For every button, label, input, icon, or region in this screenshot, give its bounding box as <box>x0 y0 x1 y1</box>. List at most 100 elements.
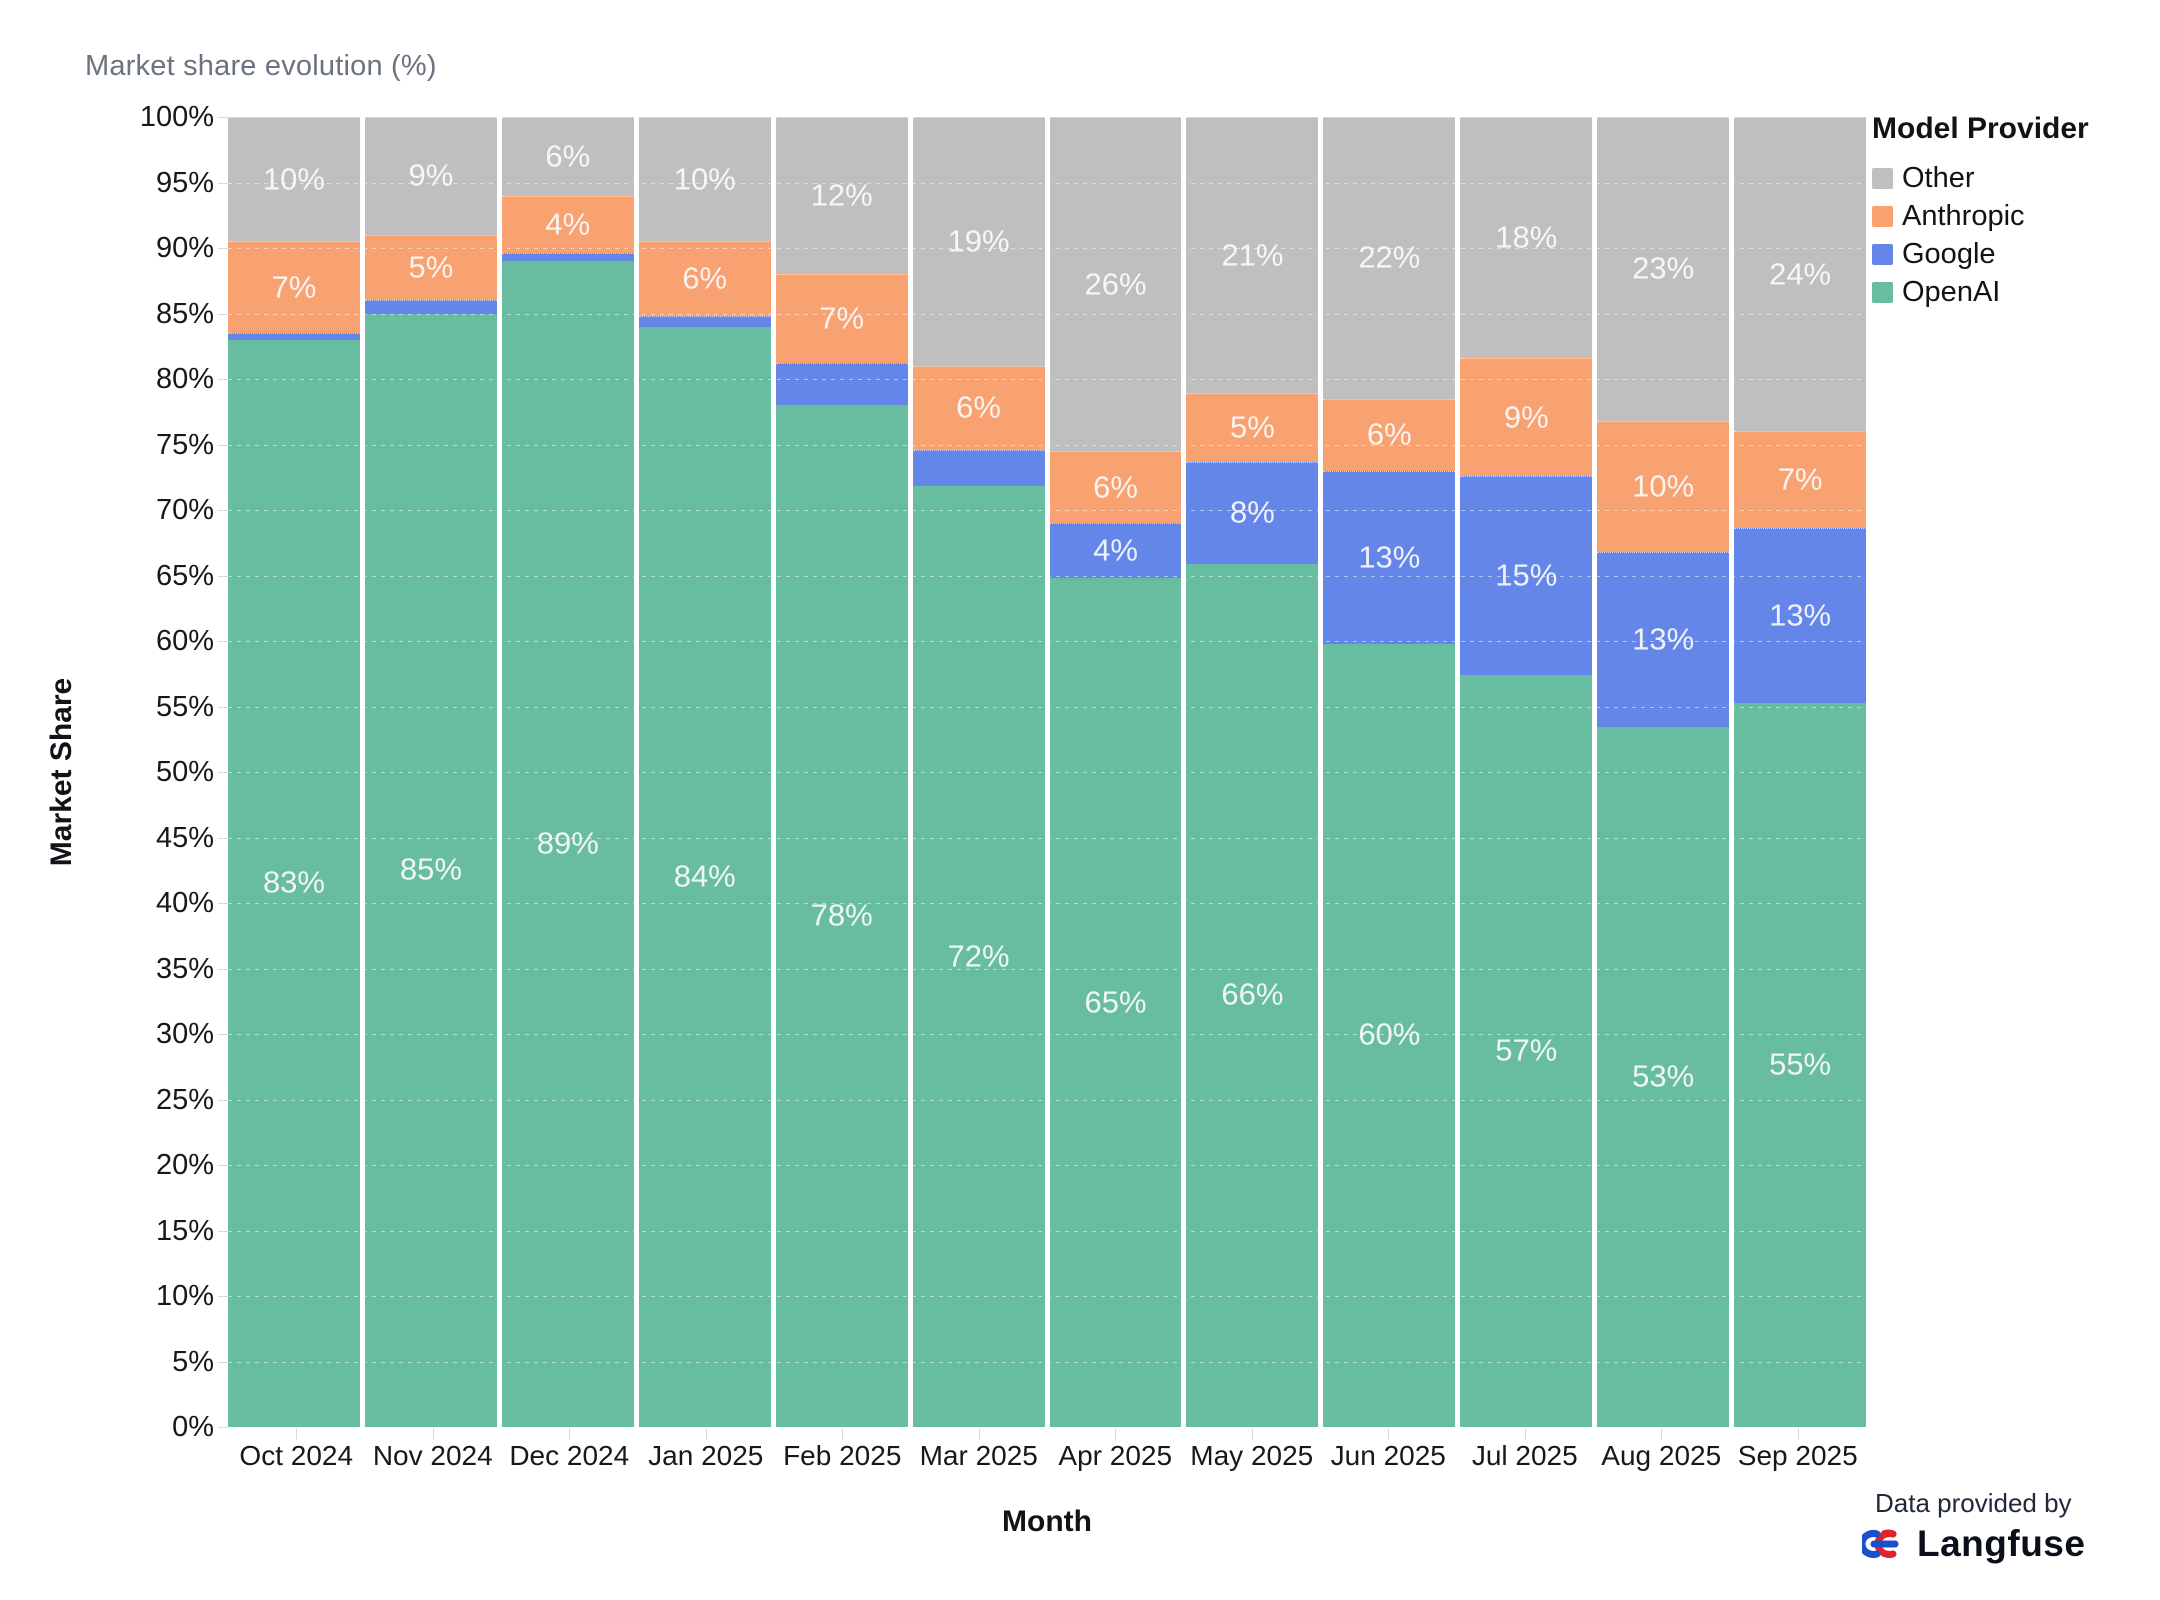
bar-segment-anthropic[interactable]: 5% <box>364 234 497 301</box>
bar-segment-openai[interactable]: 89% <box>501 261 634 1427</box>
bar-segment-anthropic[interactable]: 4% <box>501 195 634 254</box>
y-tick-mark <box>218 510 228 511</box>
x-tick-mark <box>1115 1428 1117 1440</box>
bar-segment-google[interactable]: 13% <box>1323 470 1456 644</box>
bar-segment-value-label: 6% <box>956 389 1001 425</box>
bar-segment-value-label: 10% <box>262 161 325 197</box>
bar-mar-2025: 72% 6% 19% <box>912 117 1045 1427</box>
bar-segment-value-label: 13% <box>1632 621 1695 657</box>
x-tick-label: May 2025 <box>1190 1440 1314 1471</box>
bar-segment-value-label: 13% <box>1769 597 1832 633</box>
attribution-brand: Langfuse <box>1917 1523 2086 1564</box>
y-tick-mark <box>218 1099 228 1101</box>
bar-segment-other[interactable]: 10% <box>638 117 771 242</box>
legend-item-other[interactable]: Other <box>1872 164 2152 193</box>
x-tick-label: Oct 2024 <box>239 1440 354 1471</box>
bar-segment-google[interactable] <box>228 333 360 340</box>
y-tick-label: 25% <box>155 1083 214 1116</box>
bar-segment-google[interactable]: 13% <box>1597 551 1730 728</box>
y-tick-label: 75% <box>155 428 214 461</box>
bar-segment-openai[interactable]: 65% <box>1049 578 1182 1427</box>
bar-segment-google[interactable]: 15% <box>1460 475 1593 676</box>
bar-segment-value-label: 7% <box>1777 461 1823 497</box>
bar-sep-2025: 55% 13% 7% 24% <box>1734 117 1867 1427</box>
bar-segment-openai[interactable]: 60% <box>1323 643 1456 1427</box>
bar-segment-other[interactable]: 9% <box>364 117 497 235</box>
y-tick-mark <box>218 575 228 577</box>
bar-segment-value-label: 6% <box>682 260 728 296</box>
bar-segment-other[interactable]: 18% <box>1460 117 1593 359</box>
bar-segment-google[interactable]: 13% <box>1734 528 1867 703</box>
bar-segment-anthropic[interactable]: 7% <box>228 241 360 334</box>
bars-container: 83% 7% 10% 85% 5% 9% 89% 4% 6% 84% 6% 10% 78% 7% 12% 72… <box>228 117 1867 1427</box>
y-tick-mark <box>218 641 228 642</box>
bar-segment-google[interactable] <box>364 300 497 314</box>
x-tick-label: Jan 2025 <box>648 1440 764 1471</box>
bar-segment-google[interactable] <box>638 316 771 327</box>
bar-segment-other[interactable]: 21% <box>1186 117 1319 394</box>
bar-segment-openai[interactable]: 66% <box>1186 563 1319 1427</box>
bar-segment-value-label: 55% <box>1769 1046 1832 1082</box>
bar-segment-value-label: 13% <box>1358 538 1421 574</box>
legend-item-anthropic[interactable]: Anthropic <box>1872 202 2152 231</box>
bar-segment-openai[interactable]: 72% <box>912 486 1045 1427</box>
bar-segment-value-label: 4% <box>545 206 591 242</box>
bar-segment-value-label: 18% <box>1495 219 1558 255</box>
bar-segment-other[interactable]: 24% <box>1734 117 1867 432</box>
y-tick-mark <box>218 1296 228 1297</box>
bar-segment-anthropic[interactable]: 7% <box>1734 431 1867 529</box>
bar-may-2025: 66% 8% 5% 21% <box>1186 117 1319 1427</box>
bar-segment-other[interactable]: 26% <box>1049 117 1182 452</box>
bar-segment-value-label: 85% <box>399 851 462 887</box>
bar-segment-openai[interactable]: 53% <box>1597 727 1730 1427</box>
bar-segment-value-label: 15% <box>1495 557 1558 593</box>
bar-segment-openai[interactable]: 84% <box>638 326 771 1427</box>
bar-segment-other[interactable]: 23% <box>1597 117 1730 421</box>
legend-swatch-icon <box>1872 206 1893 227</box>
attribution-prefix: Data provided by <box>1875 1488 2072 1518</box>
y-tick-label: 30% <box>155 1018 214 1050</box>
bar-segment-openai[interactable]: 55% <box>1734 702 1867 1427</box>
bar-segment-other[interactable]: 10% <box>228 117 360 242</box>
bar-jun-2025: 60% 13% 6% 22% <box>1323 117 1456 1427</box>
bar-segment-other[interactable]: 22% <box>1323 117 1456 399</box>
bar-segment-anthropic[interactable]: 9% <box>1460 358 1593 476</box>
bar-segment-other[interactable]: 6% <box>501 117 634 196</box>
y-tick-mark <box>218 1361 228 1363</box>
bar-segment-google[interactable]: 4% <box>1049 523 1182 579</box>
x-tick-mark <box>1661 1428 1663 1440</box>
bar-segment-google[interactable] <box>912 449 1045 487</box>
bar-segment-google[interactable]: 8% <box>1186 461 1319 564</box>
x-tick-label: Sep 2025 <box>1737 1440 1858 1471</box>
bar-segment-anthropic[interactable]: 6% <box>1323 398 1456 471</box>
bar-segment-anthropic[interactable]: 7% <box>775 274 908 364</box>
attribution-link[interactable]: Data provided by Langfuse <box>1862 1488 2085 1565</box>
bar-segment-other[interactable]: 12% <box>775 117 908 275</box>
bar-segment-anthropic[interactable]: 10% <box>1597 420 1730 552</box>
legend-item-google[interactable]: Google <box>1872 240 2152 269</box>
legend-item-openai[interactable]: OpenAI <box>1872 278 2152 307</box>
bar-segment-anthropic[interactable]: 6% <box>638 241 771 317</box>
bar-segment-value-label: 5% <box>1230 409 1275 445</box>
x-tick-mark <box>432 1428 434 1440</box>
bar-segment-openai[interactable]: 85% <box>364 313 497 1427</box>
bar-segment-openai[interactable]: 78% <box>775 405 908 1427</box>
bar-segment-anthropic[interactable]: 6% <box>912 365 1045 450</box>
bar-segment-anthropic[interactable]: 5% <box>1186 393 1319 462</box>
y-tick-mark <box>218 903 228 904</box>
bar-segment-anthropic[interactable]: 6% <box>1049 451 1182 524</box>
y-tick-label: 65% <box>155 559 214 592</box>
bar-segment-google[interactable] <box>775 363 908 406</box>
legend-item-label: Anthropic <box>1902 200 2025 232</box>
x-tick-mark <box>842 1428 844 1440</box>
bar-segment-openai[interactable]: 83% <box>228 339 360 1427</box>
bar-segment-google[interactable] <box>501 253 634 262</box>
x-tick-label: Apr 2025 <box>1058 1440 1173 1471</box>
bar-segment-other[interactable]: 19% <box>912 117 1045 366</box>
y-tick-mark <box>218 313 228 315</box>
x-axis-title: Month <box>1002 1505 1092 1538</box>
y-tick-label: 15% <box>155 1214 214 1247</box>
bar-segment-openai[interactable]: 57% <box>1460 675 1593 1427</box>
bar-segment-value-label: 21% <box>1221 237 1284 273</box>
